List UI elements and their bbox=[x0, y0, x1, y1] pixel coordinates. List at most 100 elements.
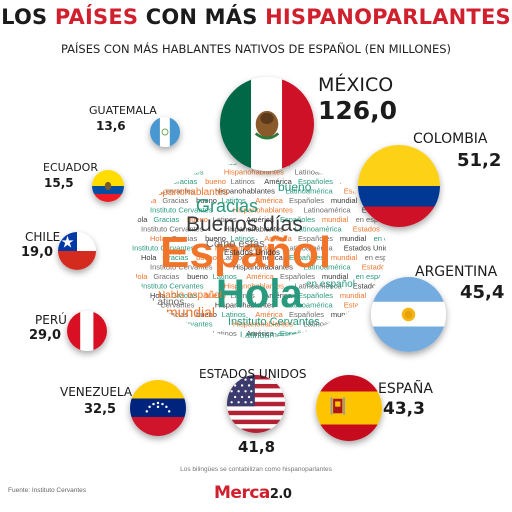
usa-flag-icon bbox=[227, 375, 285, 433]
cloud-filler-word: América bbox=[264, 291, 292, 300]
cloud-filler-word: Hola bbox=[150, 177, 166, 186]
cloud-filler-word: Latinoamérica bbox=[295, 282, 343, 291]
cloud-filler-word: Hola bbox=[150, 291, 166, 300]
cloud-main-word: Hispanohablantes bbox=[148, 187, 228, 198]
cloud-main-word: mundial bbox=[166, 304, 215, 320]
value-peru: 29,0 bbox=[29, 328, 62, 343]
cloud-filler-word: Españoles bbox=[280, 215, 315, 224]
cloud-filler-word: Instituto Cervantes bbox=[141, 225, 204, 234]
word-cloud: HolaGraciasbuenoLatinosAméricaEspañolesm… bbox=[132, 158, 388, 346]
source-note: Fuente: Instituto Cervantes bbox=[8, 487, 87, 494]
cloud-main-word: Buenos días bbox=[186, 213, 303, 236]
label-venezuela: VENEZUELA bbox=[60, 385, 133, 399]
ecuador-flag-icon bbox=[92, 170, 124, 202]
cloud-filler-word: América bbox=[255, 310, 283, 319]
cloud-filler-word: Latinos bbox=[231, 234, 255, 243]
value-espana: 43,3 bbox=[383, 399, 425, 419]
cloud-filler-word: Latinoamérica bbox=[295, 339, 343, 346]
cloud-filler-word: Gracias bbox=[153, 329, 179, 338]
label-espana: ESPAÑA bbox=[378, 381, 433, 397]
cloud-filler-word: mundial bbox=[322, 272, 349, 281]
cloud-filler-word: Españoles bbox=[289, 196, 324, 205]
cloud-filler-word: bueno bbox=[196, 310, 217, 319]
title-part-1: LOS bbox=[1, 5, 55, 29]
cloud-filler-word: Hispanohablantes bbox=[215, 301, 275, 310]
logo-main: Merca bbox=[214, 483, 270, 503]
cloud-filler-word: bueno bbox=[187, 215, 208, 224]
cloud-filler-word: Latinoamérica bbox=[295, 225, 343, 234]
cloud-filler-word: Latinos bbox=[213, 272, 237, 281]
mexico-flag-icon bbox=[220, 77, 314, 171]
cloud-filler-word: Hola bbox=[141, 196, 157, 205]
cloud-filler-word: Instituto Cervantes bbox=[150, 320, 213, 329]
cloud-filler-word: bueno bbox=[187, 272, 208, 281]
cloud-filler-word: América bbox=[255, 196, 283, 205]
cloud-filler-word: bueno bbox=[205, 234, 226, 243]
cloud-filler-word: Hola bbox=[141, 310, 157, 319]
merca-logo: Merca2.0 bbox=[214, 483, 292, 503]
label-peru: PERÚ bbox=[35, 313, 67, 327]
value-mexico: 126,0 bbox=[318, 96, 398, 125]
cloud-filler-word: Estados Unidos bbox=[362, 263, 388, 272]
spain-flag-icon bbox=[316, 375, 382, 441]
argentina-flag-icon bbox=[371, 277, 446, 352]
venezuela-flag-icon bbox=[130, 380, 186, 436]
cloud-main-word: Latinoamérica bbox=[240, 330, 297, 340]
cloud-filler-word: América bbox=[264, 177, 292, 186]
label-chile: CHILE bbox=[25, 230, 61, 244]
cloud-filler-word: Hola bbox=[132, 272, 148, 281]
cloud-filler-word: Hispanohablantes bbox=[224, 168, 284, 177]
chart-title: LOS PAÍSES CON MÁS HISPANOPARLANTES bbox=[0, 5, 512, 29]
cloud-filler-word: Gracias bbox=[162, 196, 188, 205]
cloud-filler-word: Instituto Cervantes bbox=[132, 187, 195, 196]
cloud-filler-word: Instituto Cervantes bbox=[141, 282, 204, 291]
value-chile: 19,0 bbox=[21, 245, 54, 260]
cloud-filler-word: Hispanohablantes bbox=[233, 320, 293, 329]
cloud-filler-word: Estados Unidos bbox=[353, 225, 388, 234]
cloud-main-word: Español bbox=[160, 228, 331, 277]
cloud-filler-word: mundial bbox=[331, 310, 358, 319]
cloud-filler-word: bueno bbox=[187, 158, 208, 167]
cloud-filler-word: América bbox=[264, 234, 292, 243]
cloud-filler-word: en español bbox=[356, 272, 388, 281]
cloud-filler-word: Latinoamérica bbox=[295, 168, 343, 177]
cloud-filler-word: Españoles bbox=[298, 291, 333, 300]
cloud-filler-word: Hola bbox=[132, 215, 148, 224]
cloud-filler-word: Gracias bbox=[171, 177, 197, 186]
cloud-filler-word: Latinos bbox=[222, 196, 246, 205]
label-mexico: MÉXICO bbox=[318, 74, 394, 96]
cloud-main-word: Gracias bbox=[196, 196, 258, 216]
cloud-filler-word: Latinos bbox=[222, 310, 246, 319]
cloud-filler-word: bueno bbox=[196, 253, 217, 262]
cloud-filler-word: Hispanohablantes bbox=[233, 206, 293, 215]
cloud-filler-word: bueno bbox=[205, 291, 226, 300]
cloud-filler-word: mundial bbox=[331, 253, 358, 262]
value-ecuador: 15,5 bbox=[44, 176, 74, 190]
value-guatemala: 13,6 bbox=[96, 119, 126, 133]
cloud-filler-word: Hola bbox=[132, 158, 148, 167]
cloud-filler-word: bueno bbox=[196, 196, 217, 205]
cloud-filler-word: América bbox=[246, 272, 274, 281]
label-guatemala: GUATEMALA bbox=[89, 104, 157, 117]
chile-flag-icon bbox=[58, 232, 96, 270]
cloud-filler-word: Instituto Cervantes bbox=[132, 301, 195, 310]
cloud-filler-word: Latinos bbox=[213, 329, 237, 338]
cloud-filler-word: Gracias bbox=[162, 253, 188, 262]
cloud-filler-word: Hispanohablantes bbox=[215, 187, 275, 196]
title-part-2: PAÍSES bbox=[54, 5, 139, 29]
cloud-filler-word: Hispanohablantes bbox=[224, 225, 284, 234]
cloud-filler-word: Españoles bbox=[280, 329, 315, 338]
cloud-filler-word: Estados Unidos bbox=[353, 282, 388, 291]
cloud-filler-word: Instituto Cervantes bbox=[132, 244, 195, 253]
title-part-4: HISPANOPARLANTES bbox=[265, 5, 511, 29]
cloud-filler-word: Latinos bbox=[213, 215, 237, 224]
cloud-main-word: Hablo español bbox=[158, 290, 222, 301]
cloud-filler-word: Gracias bbox=[171, 234, 197, 243]
label-ecuador: ECUADOR bbox=[43, 161, 98, 174]
cloud-filler-word: Latinoamérica bbox=[286, 187, 334, 196]
cloud-filler-word: mundial bbox=[322, 215, 349, 224]
cloud-filler-word: mundial bbox=[322, 329, 349, 338]
cloud-filler-word: en español bbox=[356, 215, 388, 224]
title-part-3: CON MÁS bbox=[138, 5, 266, 29]
cloud-filler-word: Instituto Cervantes bbox=[141, 168, 204, 177]
